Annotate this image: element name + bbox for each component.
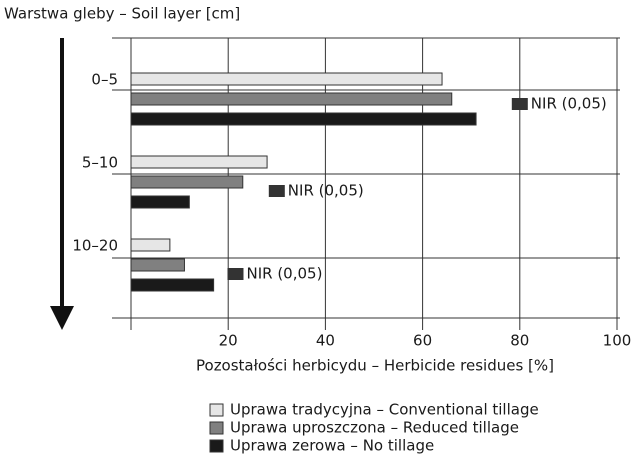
y-tick-label: 10–20 <box>72 237 118 255</box>
y-axis-title: Warstwa gleby – Soil layer [cm] <box>4 5 240 23</box>
x-tick-label: 60 <box>413 332 432 350</box>
x-tick-label: 40 <box>316 332 335 350</box>
legend-swatch <box>209 403 224 417</box>
nir-label: NIR (0,05) <box>246 265 322 283</box>
nir-label: NIR (0,05) <box>531 95 607 113</box>
bar <box>130 72 443 86</box>
legend-label: Uprawa uproszczona – Reduced tillage <box>230 419 519 437</box>
bar <box>130 238 171 252</box>
x-tick-label: 100 <box>603 332 632 350</box>
legend-swatch <box>209 439 224 453</box>
bar <box>130 112 477 126</box>
nir-marker <box>511 98 528 110</box>
arrow-head <box>50 306 74 330</box>
bar <box>130 195 190 209</box>
nir-label: NIR (0,05) <box>288 182 364 200</box>
legend-swatch <box>209 421 224 435</box>
bar <box>130 175 244 189</box>
legend-label: Uprawa zerowa – No tillage <box>230 437 434 455</box>
x-tick-label: 80 <box>510 332 529 350</box>
x-axis-title: Pozostałości herbicydu – Herbicide resid… <box>196 357 554 375</box>
bar <box>130 258 185 272</box>
bar <box>130 278 215 292</box>
bar <box>130 92 453 106</box>
nir-marker <box>227 268 244 280</box>
legend-label: Uprawa tradycyjna – Conventional tillage <box>230 401 539 419</box>
y-tick-label: 0–5 <box>91 71 118 89</box>
bar <box>130 155 268 169</box>
nir-marker <box>268 185 285 197</box>
y-tick-label: 5–10 <box>82 154 118 172</box>
x-tick-label: 20 <box>219 332 238 350</box>
